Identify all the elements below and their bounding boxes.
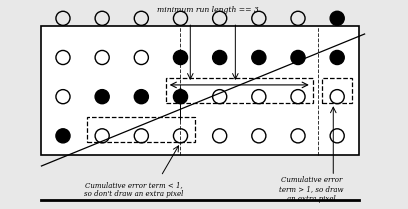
Circle shape <box>213 50 227 65</box>
Circle shape <box>95 90 109 104</box>
Bar <box>322 78 352 103</box>
Circle shape <box>330 11 344 25</box>
Bar <box>166 78 313 103</box>
Bar <box>42 26 359 155</box>
Circle shape <box>56 129 70 143</box>
Text: Cumulative error term < 1,
so don't draw an extra pixel: Cumulative error term < 1, so don't draw… <box>84 181 183 198</box>
Circle shape <box>173 50 188 65</box>
Text: minimum run length == 3: minimum run length == 3 <box>157 6 259 14</box>
Circle shape <box>291 50 305 65</box>
Circle shape <box>330 50 344 65</box>
Circle shape <box>252 50 266 65</box>
Bar <box>87 117 195 143</box>
Circle shape <box>173 90 188 104</box>
Text: Cumulative error
term > 1, so draw
an extra pixel: Cumulative error term > 1, so draw an ex… <box>279 176 344 203</box>
Circle shape <box>134 90 149 104</box>
